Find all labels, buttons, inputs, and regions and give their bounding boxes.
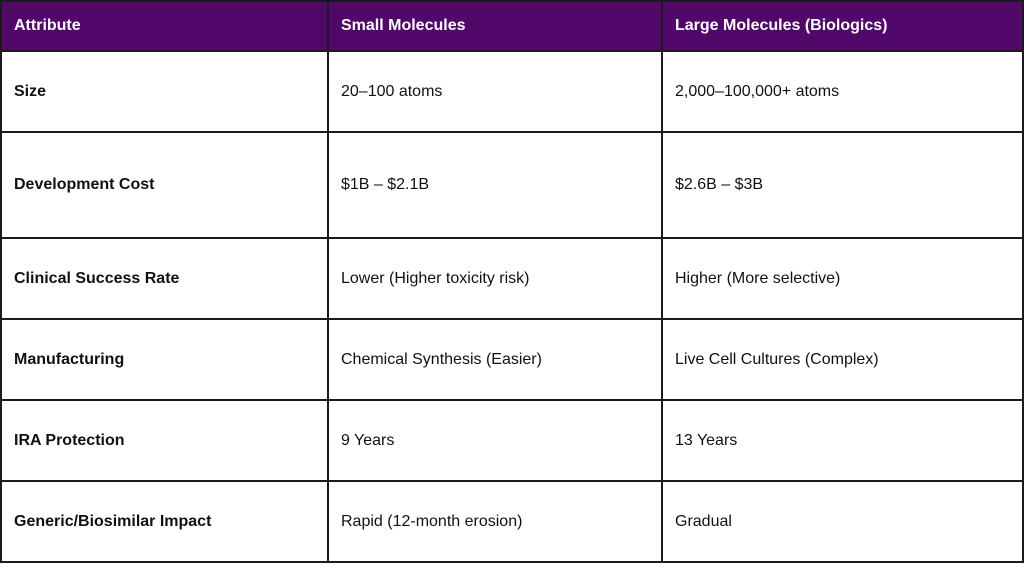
row-small-value: $1B – $2.1B [327,131,663,239]
row-large-value: 2,000–100,000+ atoms [661,50,1024,133]
table-body: Size 20–100 atoms 2,000–100,000+ atoms D… [0,50,1024,563]
header-large-molecules: Large Molecules (Biologics) [661,0,1024,52]
row-large-value: Gradual [661,480,1024,563]
header-row: Attribute Small Molecules Large Molecule… [0,0,1024,52]
row-attribute: Clinical Success Rate [0,237,329,320]
table-header: Attribute Small Molecules Large Molecule… [0,0,1024,52]
row-small-value: Chemical Synthesis (Easier) [327,318,663,401]
row-small-value: Lower (Higher toxicity risk) [327,237,663,320]
row-attribute: Manufacturing [0,318,329,401]
table-row: Generic/Biosimilar Impact Rapid (12-mont… [0,480,1024,563]
table-row: Clinical Success Rate Lower (Higher toxi… [0,237,1024,320]
row-large-value: 13 Years [661,399,1024,482]
table-row: Size 20–100 atoms 2,000–100,000+ atoms [0,50,1024,133]
row-large-value: Live Cell Cultures (Complex) [661,318,1024,401]
row-small-value: 20–100 atoms [327,50,663,133]
row-attribute: Development Cost [0,131,329,239]
row-small-value: 9 Years [327,399,663,482]
header-small-molecules: Small Molecules [327,0,663,52]
table-row: Development Cost $1B – $2.1B $2.6B – $3B [0,131,1024,239]
table-row: Manufacturing Chemical Synthesis (Easier… [0,318,1024,401]
row-large-value: Higher (More selective) [661,237,1024,320]
row-attribute: Size [0,50,329,133]
row-small-value: Rapid (12-month erosion) [327,480,663,563]
row-attribute: Generic/Biosimilar Impact [0,480,329,563]
row-large-value: $2.6B – $3B [661,131,1024,239]
table-row: IRA Protection 9 Years 13 Years [0,399,1024,482]
header-attribute: Attribute [0,0,329,52]
row-attribute: IRA Protection [0,399,329,482]
